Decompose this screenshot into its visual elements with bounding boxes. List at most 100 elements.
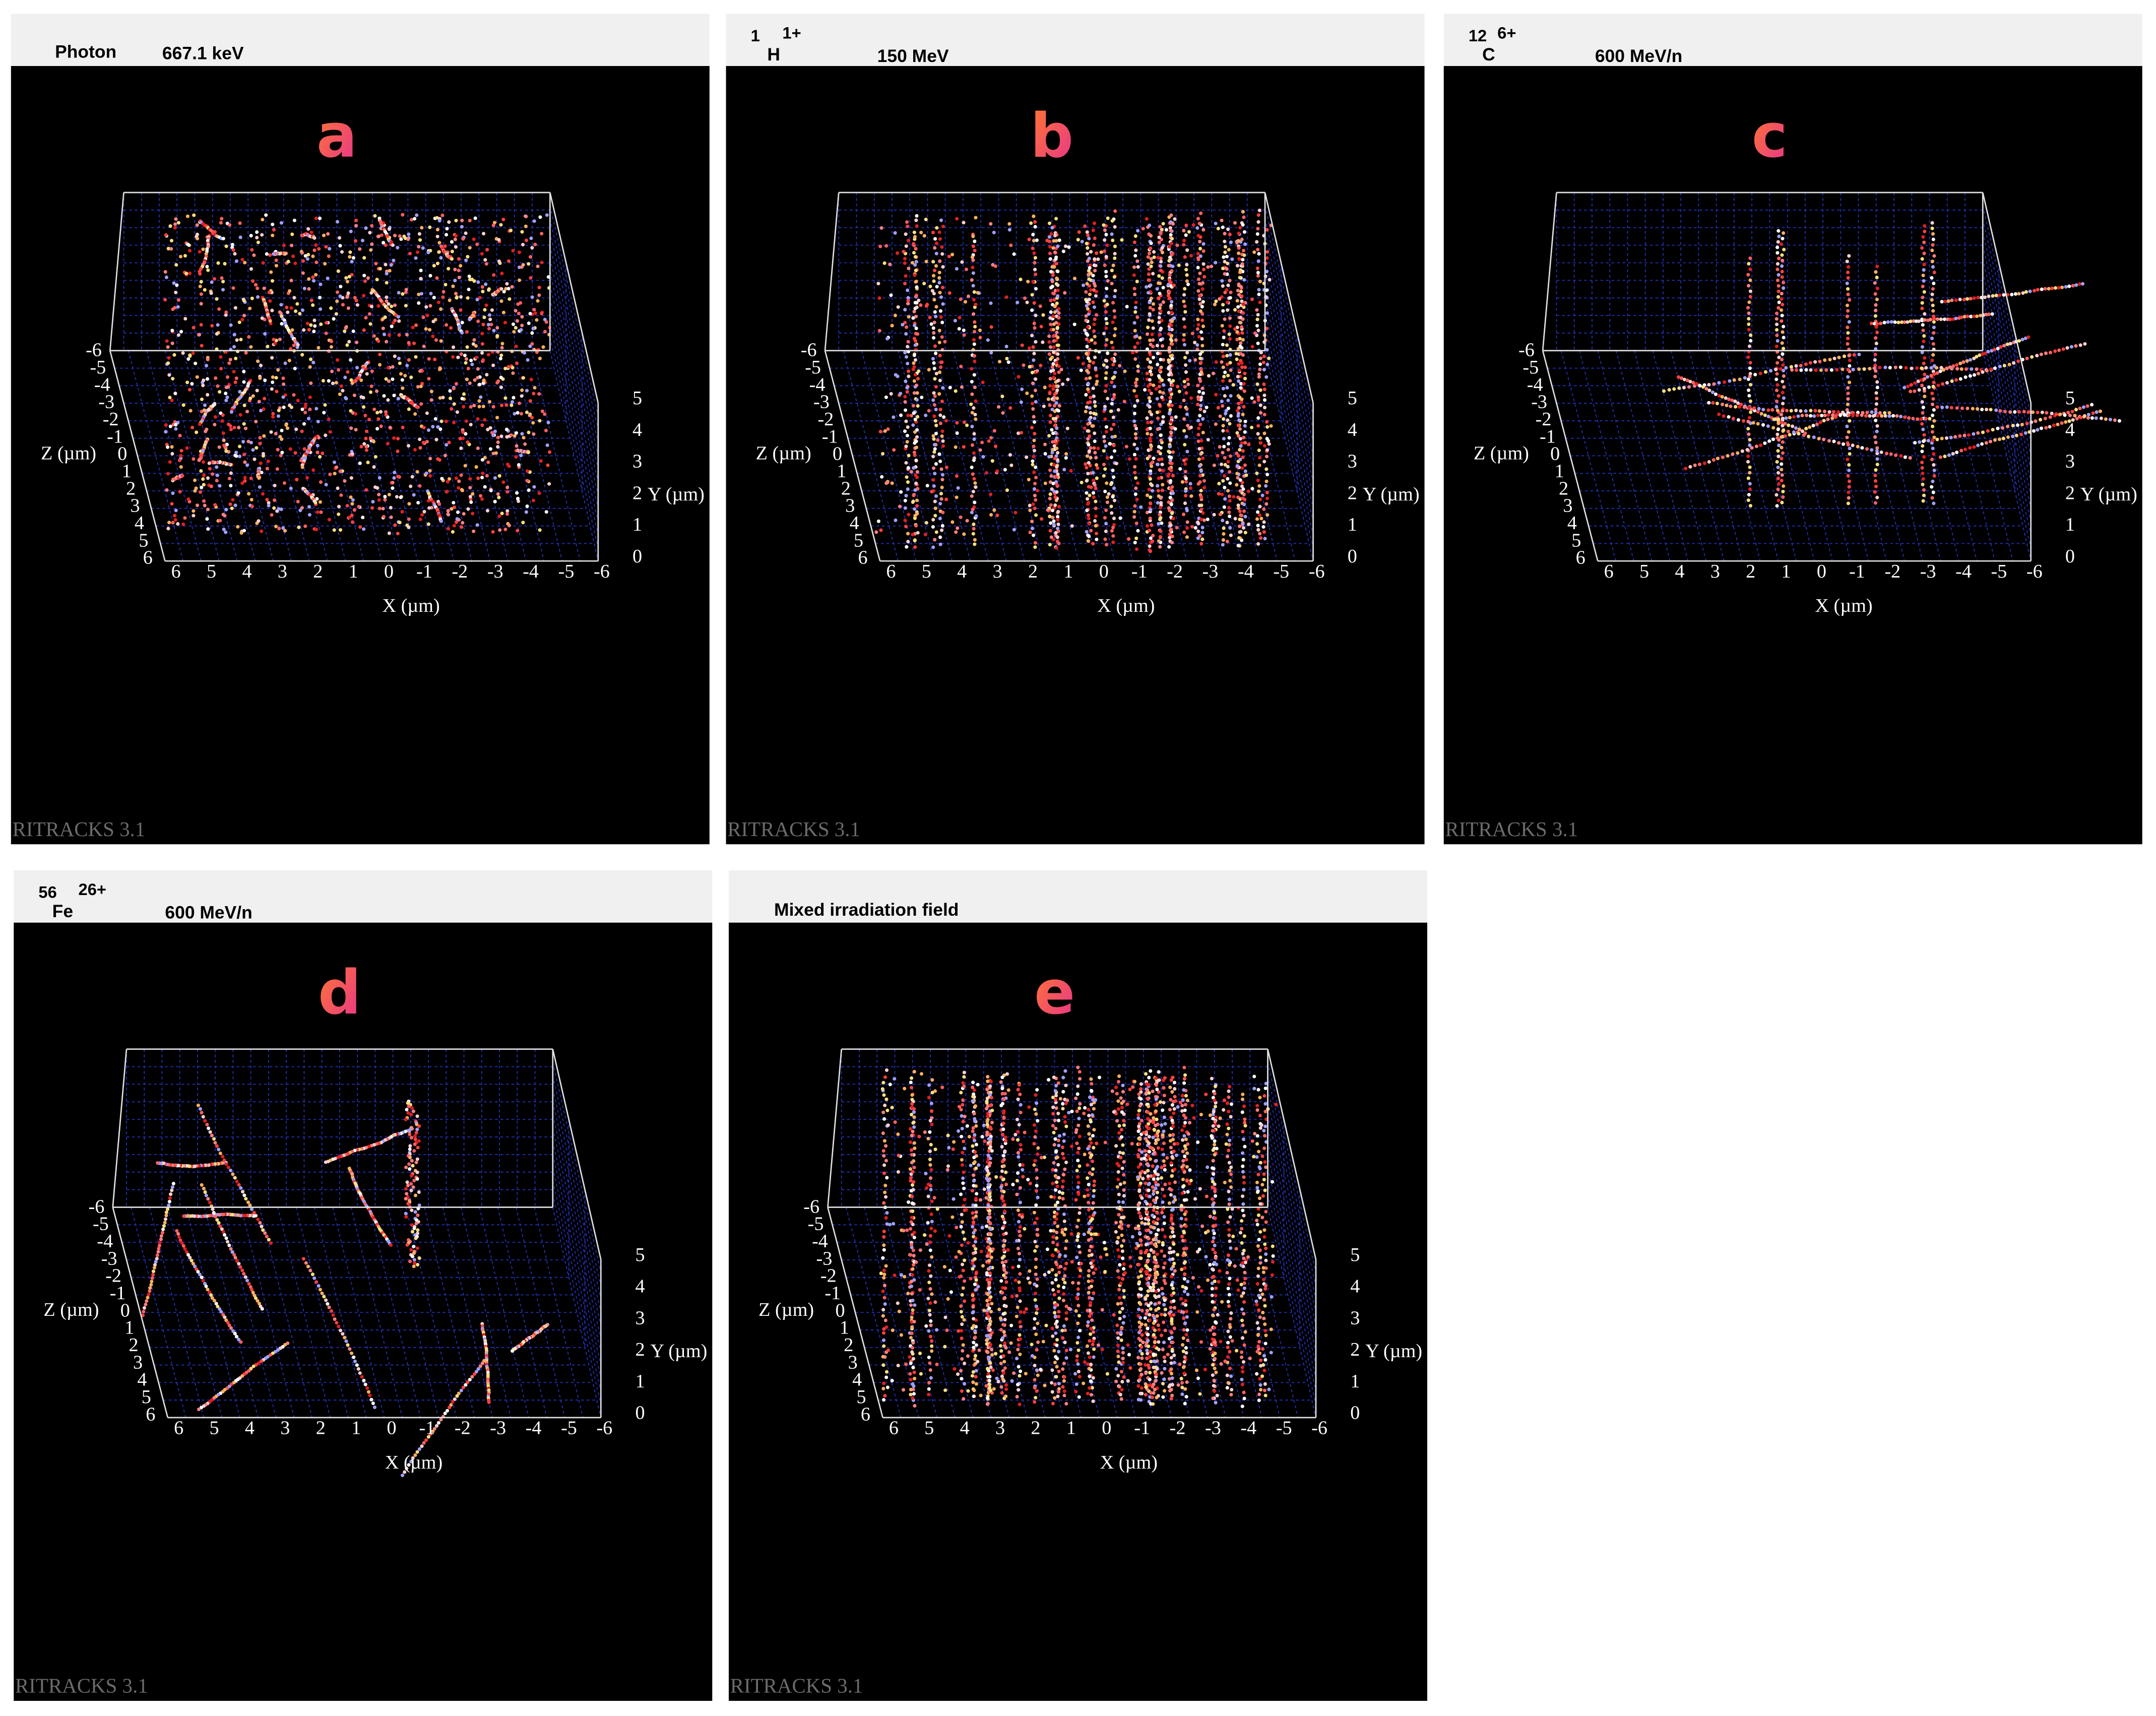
track-point (1258, 513, 1262, 517)
track-point (326, 232, 330, 236)
track-point (350, 381, 354, 385)
track-point (1932, 468, 1936, 472)
track-point (450, 407, 454, 411)
track-point (1241, 338, 1245, 342)
track-point (515, 444, 519, 448)
track-point (933, 246, 937, 250)
track-point (344, 276, 348, 280)
track-point (1148, 306, 1152, 310)
track-point (460, 331, 464, 335)
track-point (1185, 263, 1189, 267)
track-point (1170, 300, 1174, 304)
track-point (941, 386, 945, 390)
track-point (1921, 295, 1925, 299)
track-point (1094, 514, 1098, 518)
track-point (206, 357, 210, 361)
track-point (459, 352, 463, 356)
track-point (924, 217, 928, 222)
track-point (1241, 210, 1245, 214)
track-point (474, 465, 478, 469)
track-point (1134, 476, 1138, 480)
track-point (515, 491, 519, 495)
track-point (933, 394, 937, 398)
track-point (525, 410, 529, 414)
track-point (1185, 273, 1189, 277)
track-point (285, 305, 289, 309)
track-point (509, 228, 513, 232)
track-point (401, 386, 405, 390)
track-point (220, 276, 224, 280)
track-point (284, 423, 288, 427)
track-point (468, 486, 472, 490)
x-tick-label: -2 (452, 561, 468, 582)
track-point (1134, 380, 1138, 385)
track-point (1102, 439, 1106, 443)
track-point (1264, 327, 1269, 331)
track-point (463, 353, 467, 357)
track-point (431, 320, 435, 324)
track-point (974, 514, 978, 518)
track-point (1218, 513, 1222, 517)
track-point (530, 342, 534, 346)
track-point (1667, 388, 1671, 392)
track-point (187, 388, 192, 392)
track-point (1169, 229, 1173, 233)
track-point (379, 424, 383, 428)
track-point (1224, 412, 1228, 416)
track-point (981, 455, 985, 459)
track-point (214, 376, 218, 380)
track-point (1093, 341, 1097, 345)
track-point (1869, 322, 1874, 326)
track-point (350, 260, 354, 264)
track-point (1031, 246, 1035, 250)
track-point (1258, 504, 1262, 509)
track-point (934, 530, 938, 534)
track-point (1234, 352, 1238, 356)
track-point (258, 376, 262, 380)
track-point (1133, 404, 1137, 408)
track-point (399, 495, 403, 499)
track-point (426, 522, 430, 526)
track-point (960, 260, 964, 264)
track-point (1145, 427, 1150, 431)
track-point (265, 467, 269, 471)
track-point (1170, 310, 1174, 314)
track-point (166, 361, 170, 365)
track-point (1748, 256, 1752, 260)
track-point (1776, 240, 1780, 244)
track-point (501, 217, 505, 222)
y-tick-label: 0 (1348, 546, 1357, 567)
z-tick-label: -1 (107, 426, 123, 447)
track-point (1239, 289, 1243, 293)
track-point (521, 376, 525, 380)
track-point (1111, 415, 1115, 419)
track-point (1777, 482, 1781, 486)
track-point (1145, 524, 1150, 528)
track-point (1241, 258, 1245, 262)
track-point (496, 492, 500, 496)
track-point (1214, 393, 1218, 397)
track-point (1921, 471, 1925, 475)
track-point (1051, 314, 1055, 319)
track-point (363, 413, 367, 418)
track-point (973, 481, 977, 485)
track-point (1092, 446, 1096, 450)
track-point (476, 320, 480, 324)
track-point (1168, 371, 1172, 375)
track-point (355, 366, 359, 370)
track-point (1228, 361, 1232, 365)
track-point (947, 291, 952, 295)
track-point (271, 380, 275, 385)
track-point (290, 328, 294, 332)
track-point (1083, 328, 1087, 332)
track-point (1104, 371, 1108, 375)
track-point (915, 305, 919, 309)
track-point (1102, 363, 1106, 367)
track-point (476, 476, 480, 480)
track-point (1233, 327, 1237, 331)
track-point (1229, 290, 1233, 294)
track-point (1196, 397, 1200, 401)
track-point (1923, 318, 1927, 322)
track-point (368, 322, 372, 326)
